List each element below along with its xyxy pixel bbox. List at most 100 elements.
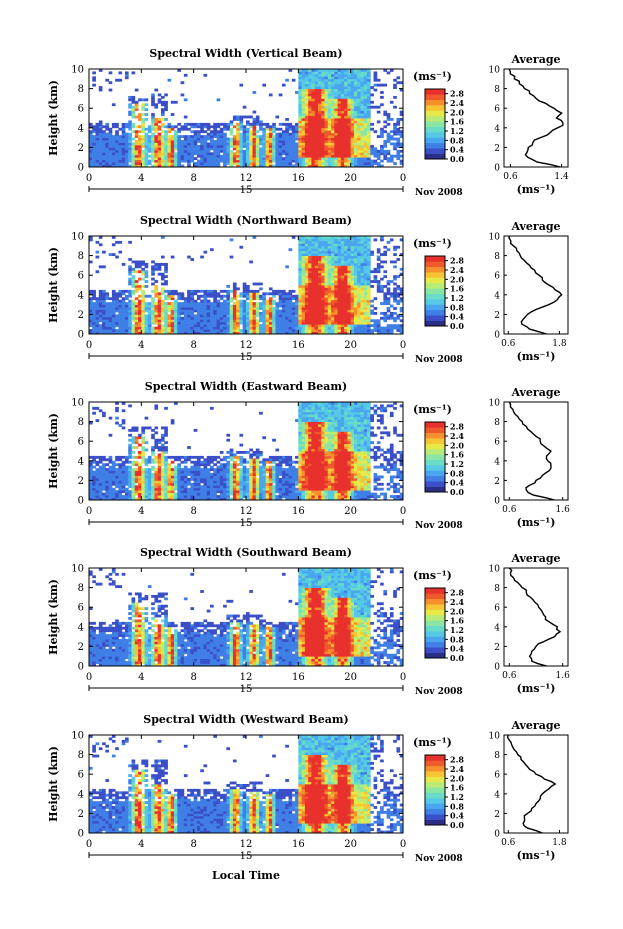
- heatmap-cell: [102, 302, 106, 305]
- x-tick-label: 0: [400, 173, 406, 184]
- heatmap-cell: [105, 495, 110, 498]
- heatmap-cell: [118, 473, 123, 476]
- heatmap-cell: [367, 238, 371, 242]
- heatmap-cell: [216, 132, 221, 136]
- heatmap-cell: [246, 316, 250, 320]
- heatmap-cell: [324, 164, 329, 168]
- heatmap-cell: [331, 69, 335, 72]
- heatmap-cell: [128, 132, 132, 136]
- heatmap-cell: [219, 324, 224, 328]
- heatmap-cell: [308, 115, 312, 119]
- heatmap-cell: [314, 86, 319, 89]
- heatmap-cell: [118, 319, 123, 323]
- colorbar-swatch: [425, 320, 445, 327]
- heatmap-cell: [350, 132, 355, 136]
- heatmap-cell: [304, 243, 309, 247]
- heatmap-cell: [324, 280, 329, 283]
- heatmap-cell: [131, 285, 136, 288]
- heatmap-cell: [317, 113, 322, 116]
- heatmap-cell: [357, 331, 361, 335]
- heatmap-cell: [124, 162, 129, 165]
- heatmap-cell: [268, 162, 273, 165]
- heatmap-cell: [376, 329, 381, 332]
- colorbar-frame: [424, 88, 446, 160]
- heatmap-cell: [396, 120, 401, 124]
- heatmap-cell: [370, 162, 374, 165]
- heatmap-cell: [360, 287, 365, 291]
- heatmap-cell: [183, 299, 188, 303]
- heatmap-cell: [275, 324, 280, 328]
- heatmap-cell: [203, 319, 208, 323]
- heatmap-cell: [344, 253, 348, 256]
- heatmap-cell: [190, 324, 195, 328]
- colorbar-swatch: [425, 309, 445, 316]
- heatmap-cell: [373, 147, 378, 151]
- heatmap-cell: [344, 98, 348, 102]
- heatmap-cell: [291, 329, 296, 332]
- heatmap-cell: [200, 331, 204, 335]
- heatmap-cell: [154, 157, 159, 161]
- heatmap-cell: [223, 144, 227, 148]
- heatmap-cell: [350, 280, 355, 283]
- heatmap-cell: [118, 159, 123, 163]
- heatmap-cell: [291, 316, 296, 320]
- heatmap-cell: [219, 319, 224, 323]
- heatmap-cell: [285, 132, 289, 136]
- heatmap-cell: [252, 319, 257, 323]
- heatmap-cell: [262, 299, 267, 303]
- heatmap-cell: [327, 236, 332, 239]
- heatmap-cell: [295, 304, 299, 308]
- heatmap-cell: [281, 311, 286, 315]
- heatmap-cell: [288, 144, 293, 148]
- heatmap-cell: [291, 314, 296, 318]
- heatmap-cell: [308, 162, 312, 165]
- heatmap-cell: [249, 142, 253, 146]
- heatmap-cell: [154, 292, 159, 296]
- heatmap-cell: [347, 127, 352, 131]
- heatmap-cell: [232, 152, 237, 156]
- heatmap-cell: [232, 287, 237, 291]
- heatmap-cell: [350, 331, 355, 335]
- heatmap-cell: [226, 149, 231, 153]
- heatmap-cell: [350, 142, 355, 146]
- heatmap-cell: [311, 287, 316, 291]
- heatmap-cell: [255, 326, 260, 330]
- heatmap-cell: [317, 297, 322, 301]
- heatmap-cell: [301, 118, 306, 121]
- heatmap-cell: [304, 103, 309, 107]
- heatmap-cell: [118, 311, 123, 315]
- heatmap-cell: [259, 137, 263, 141]
- heatmap-cell: [141, 316, 145, 320]
- heatmap-cell: [311, 275, 316, 279]
- heatmap-cell: [301, 132, 306, 136]
- heatmap-cell: [327, 162, 332, 165]
- heatmap-cell: [147, 319, 152, 323]
- heatmap-cell: [255, 307, 260, 310]
- heatmap-cell: [295, 294, 299, 298]
- heatmap-cell: [353, 69, 358, 72]
- heatmap-cell: [317, 314, 322, 318]
- heatmap-cell: [281, 147, 286, 151]
- heatmap-cell: [246, 294, 250, 298]
- heatmap-cell: [278, 152, 283, 156]
- heatmap-cell: [134, 130, 139, 134]
- heatmap-cell: [367, 255, 371, 259]
- heatmap-cell: [311, 285, 316, 288]
- heatmap-cell: [187, 154, 191, 158]
- heatmap-cell: [147, 149, 152, 153]
- heatmap-cell: [295, 149, 299, 153]
- heatmap-cell: [138, 118, 142, 121]
- heatmap-cell: [295, 309, 299, 313]
- heatmap-cell: [344, 267, 348, 271]
- heatmap-cell: [370, 159, 374, 163]
- heatmap-cell: [357, 113, 361, 116]
- heatmap-cell: [232, 294, 237, 298]
- heatmap-cell: [360, 137, 365, 141]
- heatmap-cell: [105, 147, 110, 151]
- heatmap-cell: [105, 78, 110, 82]
- heatmap-cell: [311, 115, 316, 119]
- heatmap-cell: [164, 135, 168, 138]
- heatmap-cell: [350, 108, 355, 112]
- heatmap-cell: [311, 164, 316, 168]
- heatmap-cell: [344, 304, 348, 308]
